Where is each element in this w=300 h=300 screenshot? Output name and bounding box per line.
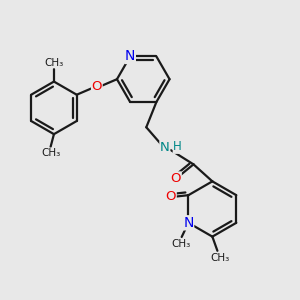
Text: N: N <box>125 50 135 63</box>
Text: N: N <box>160 141 170 154</box>
Text: O: O <box>171 172 181 185</box>
Text: H: H <box>173 140 182 153</box>
Text: CH₃: CH₃ <box>211 253 230 263</box>
Text: N: N <box>183 216 194 230</box>
Text: O: O <box>92 80 102 94</box>
Text: O: O <box>166 190 176 203</box>
Text: CH₃: CH₃ <box>41 148 60 158</box>
Text: CH₃: CH₃ <box>171 239 190 249</box>
Text: CH₃: CH₃ <box>44 58 64 68</box>
